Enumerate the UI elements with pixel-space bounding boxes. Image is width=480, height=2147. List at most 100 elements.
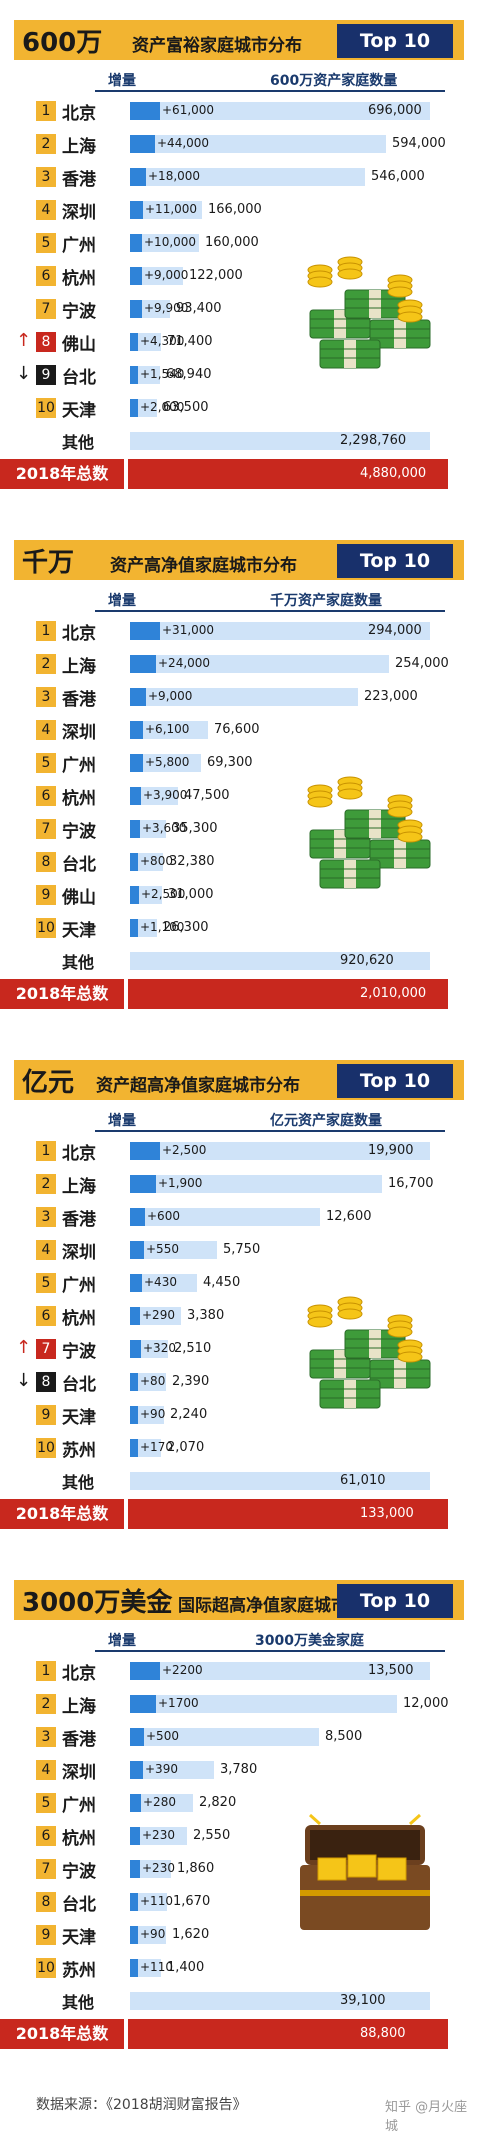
rank-badge: 6	[36, 1826, 56, 1846]
increase-bar	[130, 886, 139, 904]
value-label: 12,600	[326, 1209, 372, 1224]
increase-label: +280	[143, 1795, 176, 1809]
increase-bar	[130, 234, 142, 252]
value-bar	[130, 1340, 168, 1358]
value-bar	[130, 366, 160, 384]
table-row: 4 深圳 +550 5,750	[0, 1235, 480, 1265]
increase-label: +90	[140, 1927, 166, 1941]
value-label: 68,940	[166, 367, 212, 382]
value-label: 8,500	[325, 1729, 363, 1744]
rank-badge: 6	[36, 266, 56, 286]
rank-badge: 3	[36, 1207, 56, 1227]
increase-label: +230	[142, 1828, 175, 1842]
table-row: 2 上海 +24,000 254,000	[0, 649, 480, 679]
city-name: 杭州	[62, 789, 96, 809]
increase-label: +5,800	[145, 755, 190, 769]
value-bar	[130, 300, 170, 318]
other-bar	[130, 1992, 430, 2010]
increase-bar	[130, 787, 141, 805]
increase-bar	[130, 1893, 138, 1911]
value-label: 3,780	[220, 1762, 258, 1777]
value-bar	[130, 919, 157, 937]
rank-badge: 9	[36, 1405, 56, 1425]
value-label: 594,000	[392, 136, 446, 151]
chart-section: 3000万美金 国际超高净值家庭城市分布 Top 10 增量 3000万美金家庭 1 北京 +…	[0, 1560, 480, 2080]
increase-bar	[130, 1926, 138, 1944]
increase-label: +61,000	[162, 103, 215, 117]
increase-label: +2200	[162, 1663, 203, 1677]
table-row: 5 广州 +5,800 69,300	[0, 748, 480, 778]
rank-badge: 7	[36, 819, 56, 839]
increase-bar	[130, 1307, 140, 1325]
value-bar	[130, 622, 430, 640]
total-bar	[128, 459, 448, 489]
value-label: 76,600	[214, 722, 260, 737]
city-name: 广州	[62, 1796, 96, 1816]
rank-down-arrow-icon: ↓	[16, 1370, 32, 1391]
value-header: 亿元资产家庭数量	[270, 1113, 382, 1129]
increase-label: +390	[145, 1762, 178, 1776]
chart-title-sub: 资产超高净值家庭城市分布	[96, 1076, 300, 1096]
total-bar	[128, 2019, 448, 2049]
increase-bar	[130, 1373, 138, 1391]
top10-badge: Top 10	[337, 544, 453, 578]
increase-header: 增量	[108, 1633, 136, 1649]
chart-section: 亿元 资产超高净值家庭城市分布 Top 10 增量 亿元资产家庭数量 1 北京 +2,500 1…	[0, 1040, 480, 1560]
chart-title-main: 600万	[22, 28, 103, 58]
value-label: 2,240	[170, 1407, 208, 1422]
increase-bar	[130, 1959, 138, 1977]
city-name: 台北	[62, 1375, 96, 1395]
rank-badge: 1	[36, 1661, 56, 1681]
value-bar	[130, 1307, 181, 1325]
rank-up-arrow-icon: ↑	[16, 330, 32, 351]
increase-bar	[130, 168, 146, 186]
increase-bar	[130, 1406, 138, 1424]
city-name: 香港	[62, 690, 96, 710]
increase-label: +4,300	[140, 334, 185, 348]
city-name: 深圳	[62, 1243, 96, 1263]
table-row: 10 天津 +2,000 63,500	[0, 393, 480, 423]
rank-badge: 1	[36, 1141, 56, 1161]
value-bar	[130, 234, 199, 252]
value-label: 19,900	[368, 1143, 414, 1158]
value-bar	[130, 1274, 197, 1292]
increase-bar	[130, 1439, 138, 1457]
money-stack-icon	[290, 250, 440, 384]
value-header: 千万资产家庭数量	[270, 593, 382, 609]
value-bar	[130, 267, 183, 285]
increase-bar	[130, 135, 155, 153]
city-name: 上海	[62, 657, 96, 677]
rank-badge: 5	[36, 753, 56, 773]
increase-label: +2,500	[141, 887, 186, 901]
value-label: 12,000	[403, 1696, 449, 1711]
table-row: 1 北京 +2,500 19,900	[0, 1136, 480, 1166]
value-label: 4,450	[203, 1275, 241, 1290]
value-label: 1,670	[173, 1894, 211, 1909]
rank-down-arrow-icon: ↓	[16, 363, 32, 384]
value-bar	[130, 168, 365, 186]
table-row: 5 广州 +430 4,450	[0, 1268, 480, 1298]
city-name: 广州	[62, 756, 96, 776]
table-row: 3 香港 +18,000 546,000	[0, 162, 480, 192]
increase-label: +18,000	[148, 169, 201, 183]
total-label: 2018年总数	[0, 1499, 124, 1529]
increase-bar	[130, 754, 143, 772]
city-name: 宁波	[62, 1342, 96, 1362]
value-bar	[130, 1959, 161, 1977]
rank-badge: 8	[36, 852, 56, 872]
total-label: 2018年总数	[0, 979, 124, 1009]
increase-bar	[130, 853, 138, 871]
rank-badge: 2	[36, 654, 56, 674]
table-row: 6 杭州 +290 3,380	[0, 1301, 480, 1331]
rank-badge: 5	[36, 1273, 56, 1293]
value-label: 1,860	[177, 1861, 215, 1876]
increase-bar	[130, 267, 142, 285]
rank-badge: 10	[36, 918, 56, 938]
increase-label: +11,000	[145, 202, 198, 216]
value-bar	[130, 1241, 217, 1259]
city-name: 佛山	[62, 335, 96, 355]
table-row: 7 宁波 +3,600 35,300	[0, 814, 480, 844]
top10-badge: Top 10	[337, 1584, 453, 1618]
increase-label: +550	[146, 1242, 179, 1256]
rank-badge: 3	[36, 167, 56, 187]
